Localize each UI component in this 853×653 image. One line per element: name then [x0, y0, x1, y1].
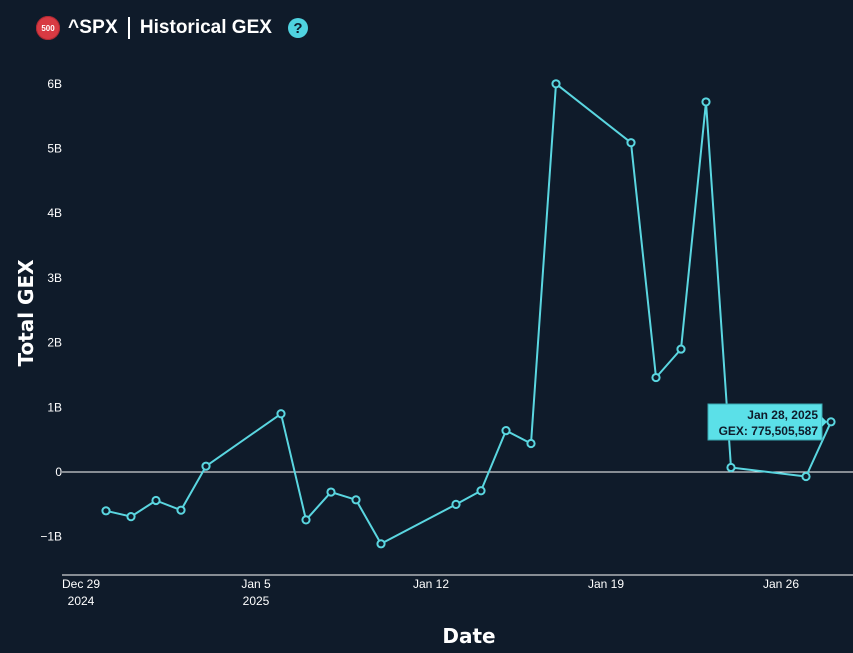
- x-tick-label: Jan 12: [413, 577, 449, 591]
- spx-500-badge-icon: 500: [36, 16, 60, 40]
- data-point[interactable]: [801, 471, 811, 482]
- data-point[interactable]: [826, 417, 836, 427]
- x-tick-label: Jan 5: [241, 577, 271, 591]
- tooltip-box: [707, 403, 823, 441]
- data-point[interactable]: [701, 97, 711, 107]
- y-axis-ticks: −1B 0 1B 2B 3B 4B 5B 6B: [40, 77, 62, 544]
- ticker-symbol: ^SPX: [68, 17, 118, 38]
- title-divider: [127, 17, 130, 39]
- y-tick-label: 6B: [47, 77, 62, 91]
- x-axis-title: Date: [442, 624, 495, 648]
- data-point[interactable]: [201, 461, 211, 471]
- y-tick-label: 3B: [47, 271, 62, 285]
- x-tick-label: Jan 26: [763, 577, 799, 591]
- y-axis-title: Total GEX: [14, 259, 38, 367]
- data-point[interactable]: [501, 425, 511, 436]
- data-point[interactable]: [651, 372, 661, 383]
- chart-header: 500 ^SPX Historical GEX ?: [36, 12, 308, 44]
- data-point[interactable]: [376, 539, 386, 549]
- data-point[interactable]: [176, 505, 186, 515]
- data-point[interactable]: [476, 486, 486, 496]
- y-tick-label: 4B: [47, 206, 62, 220]
- y-tick-label: 5B: [47, 142, 62, 156]
- hover-tooltip: Jan 28, 2025 GEX: 775,505,587: [707, 403, 827, 441]
- y-tick-label: −1B: [40, 530, 62, 544]
- data-point[interactable]: [451, 499, 461, 509]
- data-point[interactable]: [126, 512, 136, 522]
- tooltip-value: GEX: 775,505,587: [719, 424, 819, 438]
- y-tick-label: 0: [55, 465, 62, 479]
- y-tick-label: 2B: [47, 336, 62, 350]
- tooltip-pointer: [822, 416, 827, 427]
- data-point[interactable]: [326, 487, 336, 497]
- data-point[interactable]: [676, 344, 686, 354]
- chart-title: Historical GEX: [139, 17, 272, 38]
- x-tick-label: Jan 19: [588, 577, 624, 591]
- series-line: [105, 82, 832, 545]
- data-point[interactable]: [101, 506, 111, 516]
- help-icon[interactable]: ?: [287, 18, 308, 38]
- tooltip-date: Jan 28, 2025: [747, 408, 818, 422]
- data-point[interactable]: [526, 438, 536, 449]
- y-tick-label: 1B: [47, 400, 62, 414]
- x-axis-ticks: Dec 29 2024 Jan 5 2025 Jan 12 Jan 19 Jan 26: [62, 577, 799, 608]
- x-tick-label: Dec 29: [62, 577, 100, 591]
- data-point[interactable]: [301, 515, 311, 525]
- series-gex: [105, 82, 832, 545]
- data-point[interactable]: [276, 409, 286, 419]
- data-point[interactable]: [151, 495, 161, 506]
- data-point[interactable]: [726, 462, 736, 473]
- data-point[interactable]: [626, 138, 636, 148]
- data-points[interactable]: [101, 79, 836, 549]
- x-tick-year-label: 2025: [243, 594, 270, 608]
- data-point[interactable]: [351, 495, 361, 505]
- x-tick-year-label: 2024: [68, 594, 95, 608]
- data-point[interactable]: [551, 79, 561, 89]
